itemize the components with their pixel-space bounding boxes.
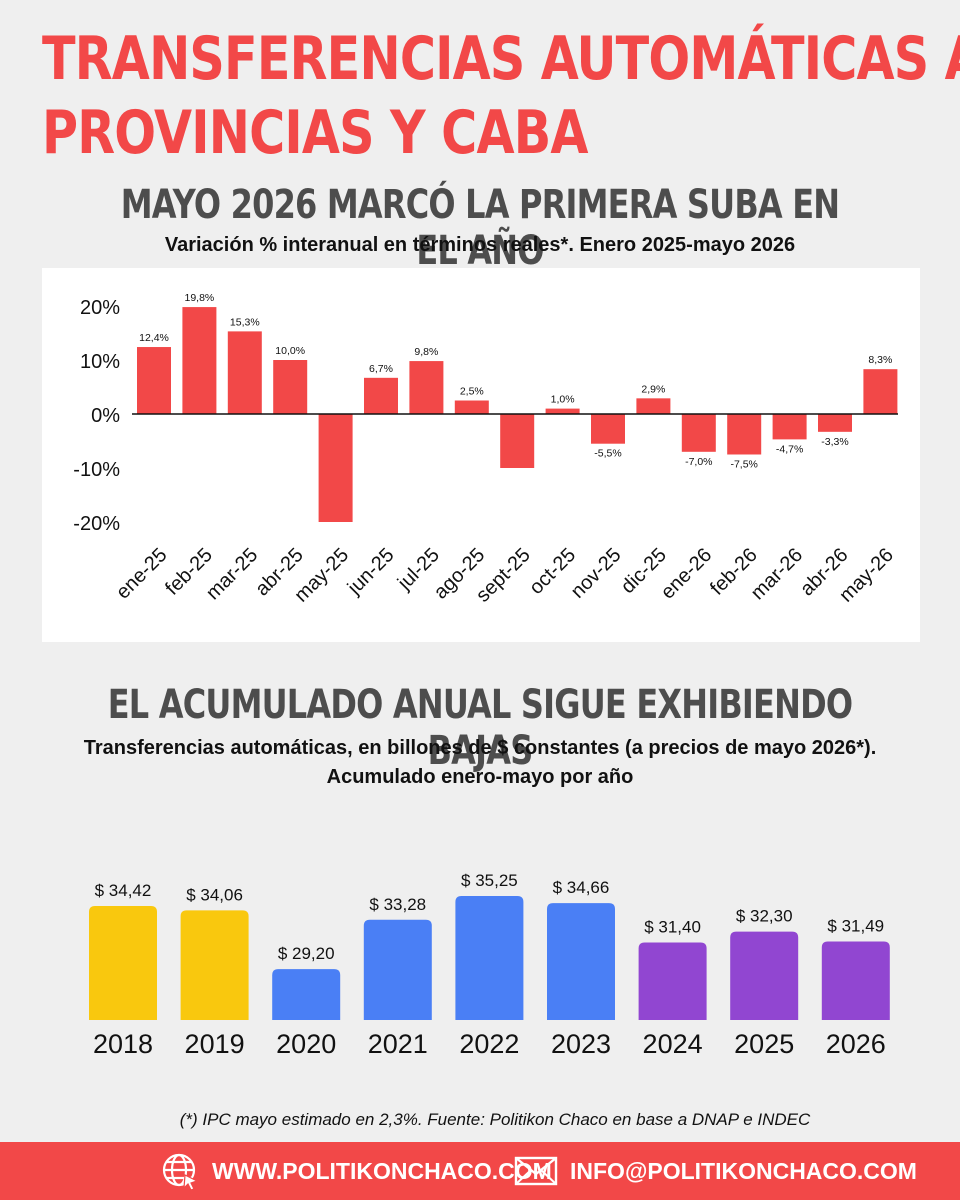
data-label: -5,5% bbox=[594, 448, 621, 460]
bar bbox=[591, 414, 625, 444]
footer-bar: WWW.POLITIKONCHACO.COM INFO@POLITIKONCHA… bbox=[0, 1142, 960, 1200]
y-tick-label: 20% bbox=[80, 297, 120, 319]
data-label: -3,3% bbox=[821, 436, 848, 448]
bar bbox=[730, 931, 799, 1020]
bar bbox=[318, 414, 353, 522]
data-label: $ 34,66 bbox=[553, 878, 610, 897]
footer-website[interactable]: WWW.POLITIKONCHACO.COM bbox=[160, 1142, 552, 1200]
data-label: 6,7% bbox=[369, 363, 393, 375]
section1-title: MAYO 2026 MARCÓ LA PRIMERA SUBA EN EL AÑ… bbox=[120, 182, 840, 274]
bar bbox=[863, 369, 898, 414]
x-tick-label: jun-25 bbox=[343, 544, 399, 600]
x-tick-label: nov-25 bbox=[567, 544, 626, 603]
data-label: $ 35,25 bbox=[461, 871, 518, 890]
data-label: 12,4% bbox=[139, 332, 169, 344]
bar bbox=[638, 942, 707, 1020]
x-tick-label: 2019 bbox=[185, 1029, 245, 1059]
globe-cursor-icon bbox=[162, 1153, 199, 1191]
data-label: 10,0% bbox=[275, 345, 305, 357]
y-tick-label: -10% bbox=[73, 459, 120, 481]
bar bbox=[772, 414, 807, 440]
data-label: 8,3% bbox=[868, 354, 892, 366]
data-label: $ 34,42 bbox=[95, 881, 152, 900]
x-tick-label: ene-25 bbox=[112, 544, 172, 604]
x-tick-label: ene-26 bbox=[657, 544, 717, 604]
main-title-line2: PROVINCIAS Y CABA bbox=[42, 98, 588, 168]
bar bbox=[547, 903, 615, 1020]
bar bbox=[89, 906, 157, 1020]
bar bbox=[227, 331, 262, 414]
data-label: $ 31,49 bbox=[827, 916, 884, 935]
y-tick-label: 0% bbox=[91, 405, 120, 427]
data-label: -7,0% bbox=[685, 456, 712, 468]
annual-accumulated-chart: $ 34,42 2018 $ 34,06 2019 $ 29,20 2020 $ 33,28… bbox=[89, 871, 890, 1059]
x-tick-label: mar-25 bbox=[202, 544, 262, 604]
data-label: $ 34,06 bbox=[186, 885, 243, 904]
data-label: $ 32,30 bbox=[736, 907, 793, 926]
data-label: 2,5% bbox=[460, 386, 484, 398]
bar bbox=[180, 910, 249, 1020]
main-title-line1: TRANSFERENCIAS AUTOMÁTICAS A bbox=[42, 24, 960, 94]
bar bbox=[272, 969, 341, 1020]
x-tick-label: 2022 bbox=[459, 1029, 519, 1059]
bar bbox=[137, 347, 171, 414]
bar bbox=[681, 414, 716, 452]
bar bbox=[364, 377, 398, 414]
envelope-icon bbox=[514, 1156, 558, 1186]
section2-subtitle-line1: Transferencias automáticas, en billones … bbox=[83, 737, 877, 759]
footer-email-text: INFO@POLITIKONCHACO.COM bbox=[570, 1157, 917, 1184]
x-tick-label: 2024 bbox=[643, 1029, 703, 1059]
monthly-chart-panel: 20% 10% 0% -10% -20% 12,4% ene-25 19,8% feb-25 15… bbox=[42, 268, 920, 642]
x-tick-label: mar-26 bbox=[747, 544, 807, 604]
data-label: 2,9% bbox=[641, 383, 665, 395]
x-tick-label: 2018 bbox=[93, 1029, 153, 1059]
bar bbox=[545, 408, 580, 414]
main-title: TRANSFERENCIAS AUTOMÁTICAS A PROVINCIAS … bbox=[42, 22, 960, 170]
footnote: (*) IPC mayo estimado en 2,3%. Fuente: P… bbox=[179, 1110, 811, 1129]
footer-website-text: WWW.POLITIKONCHACO.COM bbox=[212, 1157, 552, 1184]
y-tick-label: -20% bbox=[73, 513, 120, 535]
bar bbox=[727, 414, 762, 455]
x-tick-label: 2021 bbox=[368, 1029, 428, 1059]
y-tick-label: 10% bbox=[80, 351, 120, 373]
bar bbox=[273, 360, 308, 414]
data-label: 9,8% bbox=[414, 346, 438, 358]
data-label: $ 31,40 bbox=[644, 918, 701, 937]
data-label: $ 29,20 bbox=[278, 944, 335, 963]
data-label: -7,5% bbox=[730, 459, 757, 471]
x-tick-label: 2026 bbox=[826, 1029, 886, 1059]
bar bbox=[363, 919, 432, 1020]
x-tick-label: 2025 bbox=[734, 1029, 794, 1059]
data-label: 15,3% bbox=[230, 316, 260, 328]
monthly-variation-chart: 20%10%0%-10%-20%12,4%ene-2519,8%feb-2515… bbox=[73, 292, 898, 607]
bar bbox=[818, 414, 852, 432]
bar bbox=[182, 307, 217, 414]
x-tick-label: 2020 bbox=[276, 1029, 336, 1059]
bar bbox=[409, 361, 444, 414]
section2-title: EL ACUMULADO ANUAL SIGUE EXHIBIENDO BAJA… bbox=[107, 682, 853, 774]
data-label: 1,0% bbox=[551, 394, 575, 406]
section1-subtitle: Variación % interanual en términos reale… bbox=[164, 234, 796, 256]
section2-subtitle-line2: Acumulado enero-mayo por año bbox=[326, 766, 634, 788]
footer-email[interactable]: INFO@POLITIKONCHACO.COM bbox=[514, 1142, 917, 1200]
bar bbox=[455, 895, 524, 1020]
data-label: $ 33,28 bbox=[369, 895, 426, 914]
data-label: 19,8% bbox=[185, 292, 215, 304]
bar bbox=[821, 941, 890, 1020]
bar bbox=[500, 414, 535, 468]
bar bbox=[454, 400, 489, 414]
data-label: -4,7% bbox=[776, 443, 803, 455]
x-tick-label: 2023 bbox=[551, 1029, 611, 1059]
bar bbox=[636, 398, 671, 414]
